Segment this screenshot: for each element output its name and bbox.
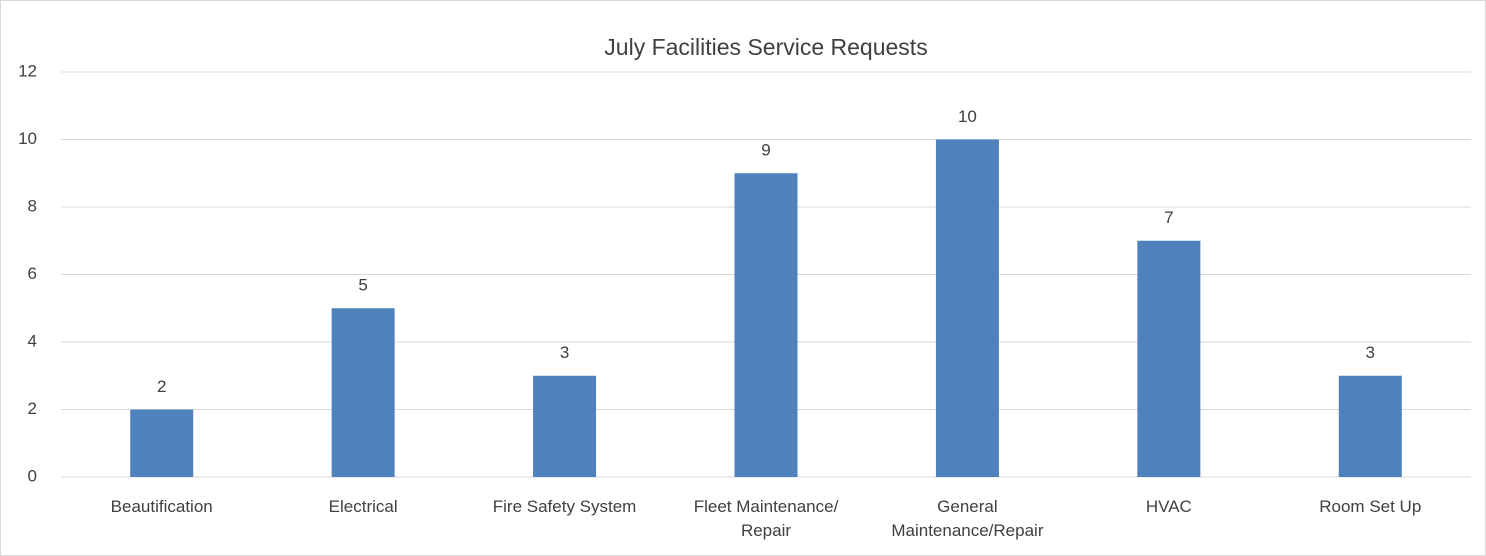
y-tick-label: 6 <box>28 264 37 283</box>
x-tick-label: HVAC <box>1145 497 1192 516</box>
data-label: 3 <box>560 343 569 362</box>
data-label: 2 <box>157 377 166 396</box>
x-tick-label: General Maintenance/Repair <box>891 497 1044 540</box>
bar <box>331 308 395 477</box>
data-label: 10 <box>958 107 977 126</box>
y-tick-label: 8 <box>28 196 37 215</box>
x-tick-label: Fleet Maintenance/ Repair <box>693 497 839 540</box>
bar <box>1137 240 1201 477</box>
x-tick-label: Electrical <box>328 497 398 516</box>
y-tick-label: 12 <box>18 61 37 80</box>
data-label: 7 <box>1164 208 1173 227</box>
data-label: 5 <box>358 276 367 295</box>
y-tick-label: 0 <box>28 466 37 485</box>
bar <box>1338 375 1402 477</box>
bar <box>734 173 798 477</box>
x-tick-label: Fire Safety System <box>492 497 637 516</box>
data-label: 9 <box>761 141 770 160</box>
bar <box>935 139 999 477</box>
x-tick-label: Beautification <box>110 497 213 516</box>
y-tick-label: 2 <box>28 399 37 418</box>
y-tick-label: 10 <box>18 129 37 148</box>
bar <box>533 375 597 477</box>
bar <box>130 409 194 477</box>
data-label: 3 <box>1366 343 1375 362</box>
y-tick-label: 4 <box>28 331 37 350</box>
x-tick-label: Room Set Up <box>1319 497 1422 516</box>
chart-title: July Facilities Service Requests <box>604 34 927 60</box>
